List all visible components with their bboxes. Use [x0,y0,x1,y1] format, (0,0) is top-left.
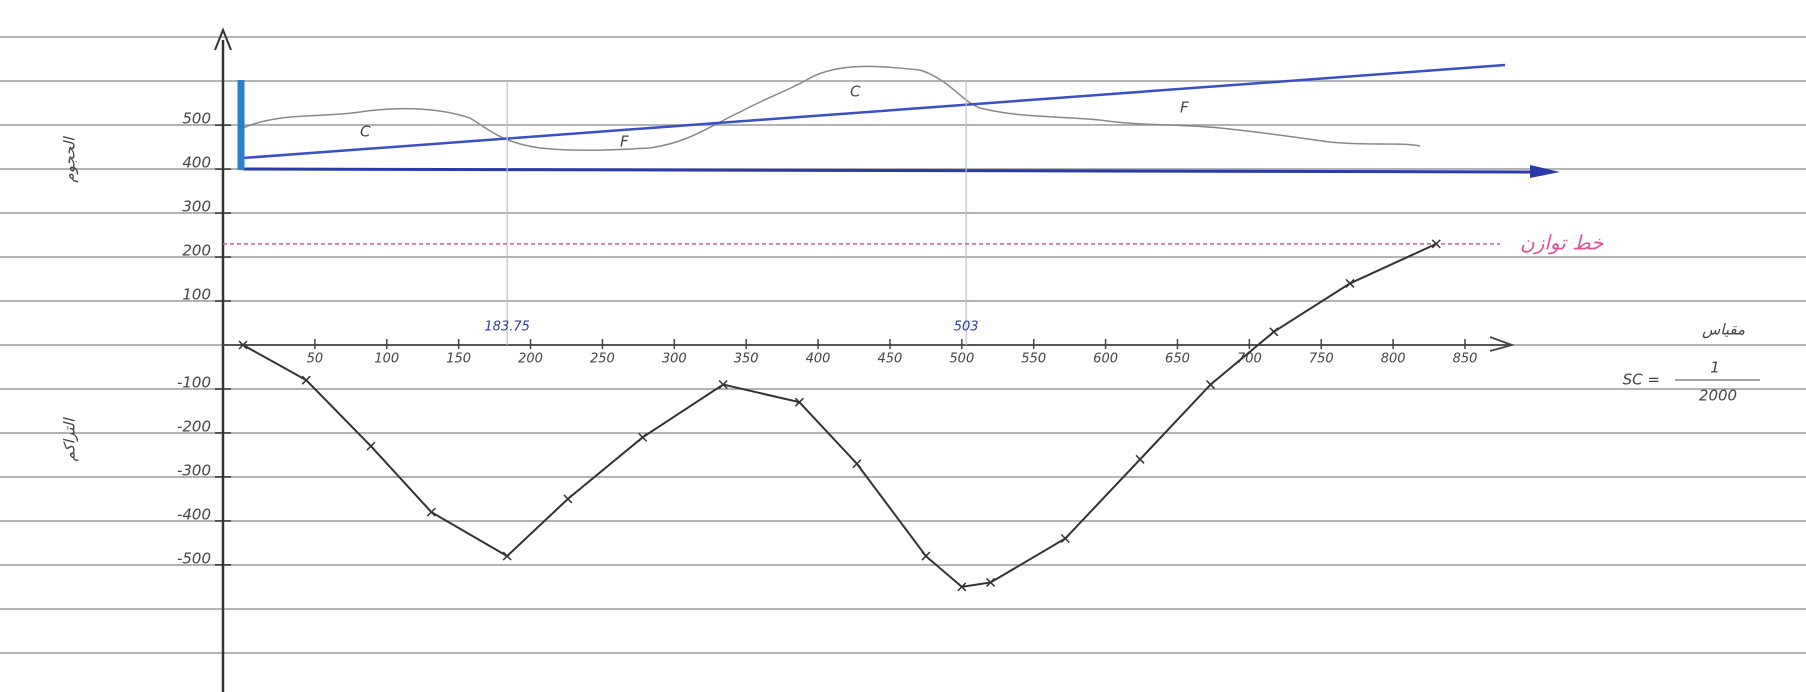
x-tick-label: 500 [949,352,974,367]
x-tick-label: 400 [806,352,831,367]
fill-label: F [1180,99,1189,117]
arrow [1530,165,1560,178]
y-tick-label: -100 [177,373,211,391]
scale-denominator: 2000 [1699,387,1737,405]
point [564,495,572,503]
x-tick-label: 100 [374,352,399,367]
scale-text: SC = [1623,371,1660,389]
x-tick-label: 450 [878,352,903,367]
point [503,552,511,560]
y-tick-label: 200 [182,242,211,260]
marker-label: 183.75 [484,320,530,335]
grade-line [243,65,1505,158]
y-tick-label: -400 [177,505,211,523]
y-tick-label: 100 [182,286,211,304]
x-tick-label: 650 [1165,352,1190,367]
point [1136,455,1144,463]
x-tick-label: 200 [518,352,543,367]
x-tick-label: 150 [446,352,471,367]
point [1346,279,1354,287]
arrow [1490,337,1512,351]
point [922,552,930,560]
scale-numerator: 1 [1710,359,1720,377]
point [1061,534,1069,542]
y-tick-label: 500 [182,110,211,128]
y-tick-label: -300 [177,461,211,479]
marker-label: 503 [954,320,979,335]
x-tick-label: 850 [1453,352,1478,367]
balance-label: خط توازن [1520,230,1604,254]
x-tick-label: 600 [1093,352,1118,367]
point [367,442,375,450]
y-tick-label: 300 [182,198,211,216]
x-tick-label: 250 [590,352,615,367]
ground-profile [243,66,1420,150]
cut-label: C [360,123,371,141]
x-tick-label: 350 [734,352,759,367]
y-label-top: الحجوم [61,136,79,183]
x-tick-label: 800 [1381,352,1406,367]
y-tick-label: -500 [177,549,211,567]
chart: C F C F الحجوم التراكم مقياس SC = 1 2000… [0,0,1806,692]
cut-label: C [850,83,861,101]
y-tick-label: -200 [177,417,211,435]
x-tick-label: 50 [307,352,324,367]
point [1432,240,1440,248]
scale-label: مقياس [1702,321,1745,339]
point [639,433,647,441]
y-tick-label: 400 [182,154,211,172]
x-tick-label: 550 [1021,352,1046,367]
point [302,376,310,384]
x-tick-label: 750 [1309,352,1334,367]
y-label-bottom: التراكم [61,417,79,462]
point [1270,328,1278,336]
point [427,508,435,516]
point [1207,381,1215,389]
x-tick-label: 300 [662,352,687,367]
point [853,460,861,468]
fill-label: F [620,133,629,151]
mass-curve [243,244,1436,587]
